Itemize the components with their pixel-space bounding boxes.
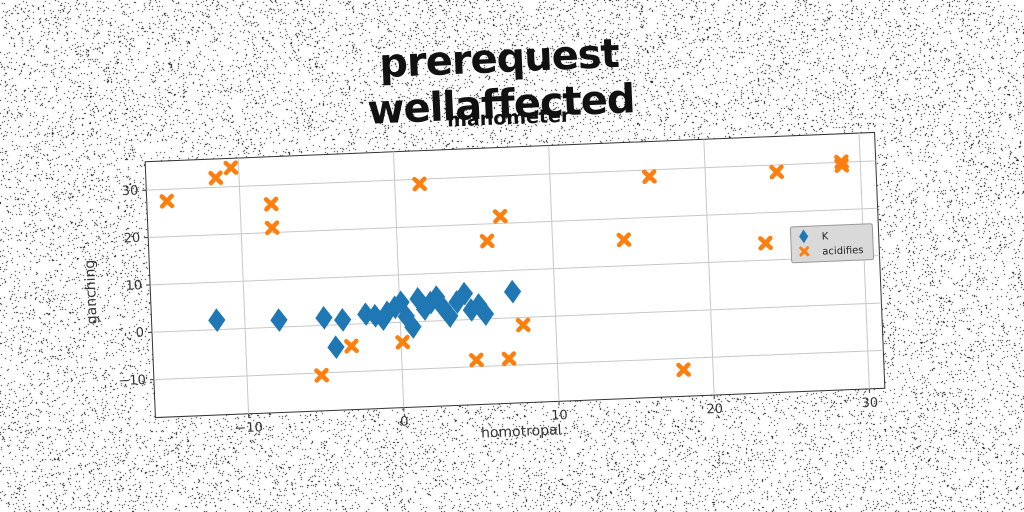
y-gridline: [150, 255, 880, 286]
legend-marker-acidifies: [799, 246, 810, 257]
y-gridline: [153, 349, 884, 381]
legend-label-k: K: [822, 231, 829, 242]
point-acidifies: [159, 193, 175, 209]
point-acidifies: [616, 232, 632, 248]
point-acidifies: [641, 169, 657, 185]
x-gridline: [858, 133, 870, 389]
point-k: [327, 335, 345, 360]
y-tick-label: −10: [118, 373, 146, 389]
x-axis-label: homotropal: [481, 422, 562, 441]
point-k: [455, 281, 474, 306]
legend-box: [789, 223, 875, 264]
point-k: [208, 308, 226, 333]
point-acidifies: [758, 235, 773, 251]
y-gridline: [151, 302, 882, 333]
x-gridline: [237, 157, 250, 414]
point-acidifies: [468, 352, 484, 368]
point-acidifies: [769, 164, 785, 180]
legend: K acidifies: [789, 223, 875, 264]
plot-title: manometer: [447, 105, 572, 132]
legend-diamond-icon: [799, 229, 809, 244]
y-tick-label: 30: [121, 183, 138, 199]
x-gridline: [703, 139, 715, 396]
legend-marker-k: [799, 229, 809, 244]
x-tick-labels: −10 0 10 20 30: [235, 388, 878, 436]
point-acidifies: [676, 362, 692, 378]
point-acidifies: [501, 351, 517, 367]
x-tick-label: 10: [551, 408, 568, 424]
point-k: [315, 305, 333, 330]
legend-label-acidifies: acidifies: [822, 245, 864, 258]
point-acidifies: [395, 334, 411, 350]
point-acidifies: [492, 208, 508, 224]
point-k: [404, 315, 422, 339]
x-tick-label: 30: [861, 396, 878, 412]
point-acidifies: [314, 367, 330, 383]
point-acidifies: [208, 170, 224, 186]
grid-lines: [146, 133, 884, 414]
axes: −10 0 10 20 30 −10 0 10 20 30 manometer homotrop…: [82, 105, 886, 441]
point-acidifies: [515, 317, 531, 333]
x-tick-label: 20: [706, 402, 723, 418]
x-gridline: [548, 145, 560, 402]
point-k: [476, 302, 495, 326]
y-tick-label: 10: [125, 278, 142, 294]
point-k: [334, 308, 352, 332]
point-acidifies: [344, 338, 359, 354]
y-tick-label: 20: [123, 231, 140, 247]
x-tick-label: 0: [400, 414, 409, 429]
x-gridline: [392, 151, 405, 408]
y-axis-label: ganching: [82, 259, 101, 324]
data-points: [159, 154, 850, 383]
y-gridline: [146, 160, 876, 191]
x-tick-label: −10: [235, 420, 263, 436]
y-tick-labels: −10 0 10 20 30: [118, 183, 154, 389]
legend-x-icon: [799, 246, 810, 257]
point-acidifies: [223, 160, 239, 176]
point-acidifies: [264, 220, 280, 236]
point-k: [270, 308, 288, 332]
point-k: [503, 279, 522, 304]
point-acidifies: [412, 176, 428, 192]
point-acidifies: [834, 154, 849, 170]
y-tick-label: 0: [135, 326, 144, 341]
point-k: [441, 304, 459, 328]
point-acidifies: [263, 196, 279, 212]
point-acidifies: [479, 233, 495, 249]
